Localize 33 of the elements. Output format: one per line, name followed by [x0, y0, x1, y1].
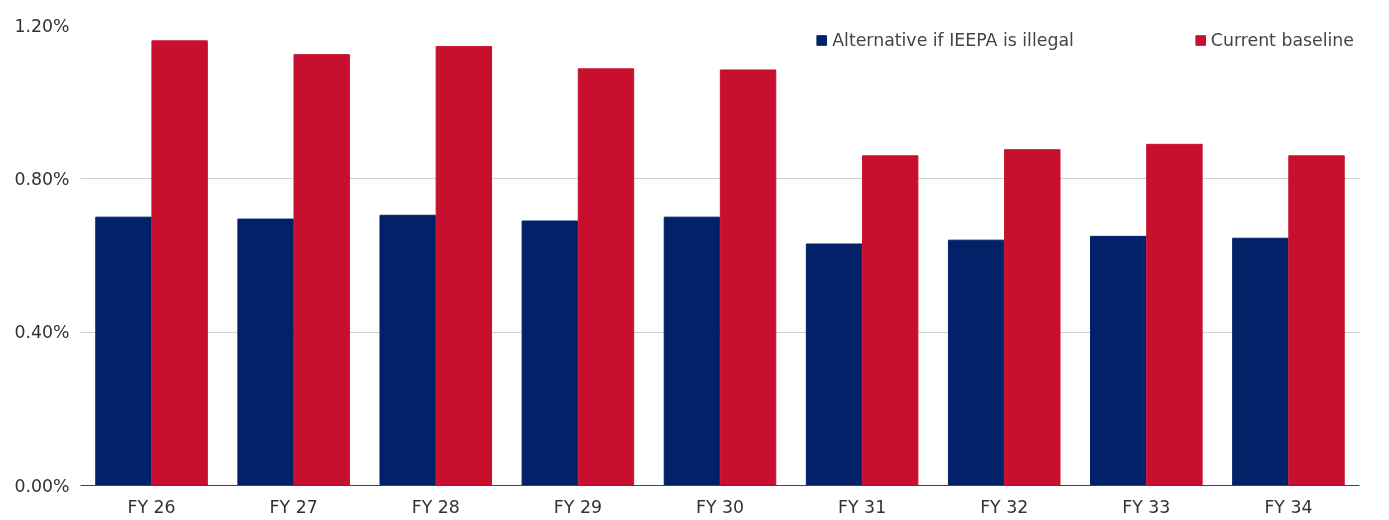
x-tick-label: FY 29	[553, 496, 602, 517]
bar	[805, 243, 863, 486]
y-tick-label: 0.00%	[14, 475, 70, 496]
bar	[151, 40, 208, 486]
legend-label: Current baseline	[1210, 30, 1354, 50]
y-tick-label: 0.40%	[14, 322, 70, 343]
bar	[1288, 155, 1345, 486]
bar	[1004, 149, 1061, 486]
bar	[947, 239, 1005, 486]
bar	[577, 68, 635, 486]
bar	[861, 155, 919, 486]
x-tick-label: FY 28	[411, 496, 460, 517]
bar	[1146, 143, 1203, 486]
x-tick-label: FY 26	[127, 496, 176, 517]
x-tick-label: FY 34	[1264, 496, 1313, 517]
bar	[435, 46, 493, 486]
x-tick-label: FY 30	[695, 496, 745, 517]
y-tick-label: 0.80%	[14, 168, 70, 189]
x-tick-label: FY 33	[1122, 496, 1171, 517]
bar	[379, 214, 436, 486]
bar	[719, 69, 777, 486]
bar	[293, 54, 350, 486]
legend-label: Alternative if IEEPA is illegal	[832, 30, 1074, 50]
bar	[95, 216, 152, 486]
bar	[521, 220, 579, 486]
bar	[1232, 237, 1289, 486]
bar	[663, 216, 721, 486]
x-tick-label: FY 31	[838, 496, 887, 517]
bar	[237, 218, 294, 486]
x-tick-label: FY 32	[980, 496, 1029, 517]
y-tick-label: 1.20%	[14, 15, 70, 36]
x-tick-label: FY 27	[269, 496, 318, 517]
bar	[1090, 235, 1147, 486]
